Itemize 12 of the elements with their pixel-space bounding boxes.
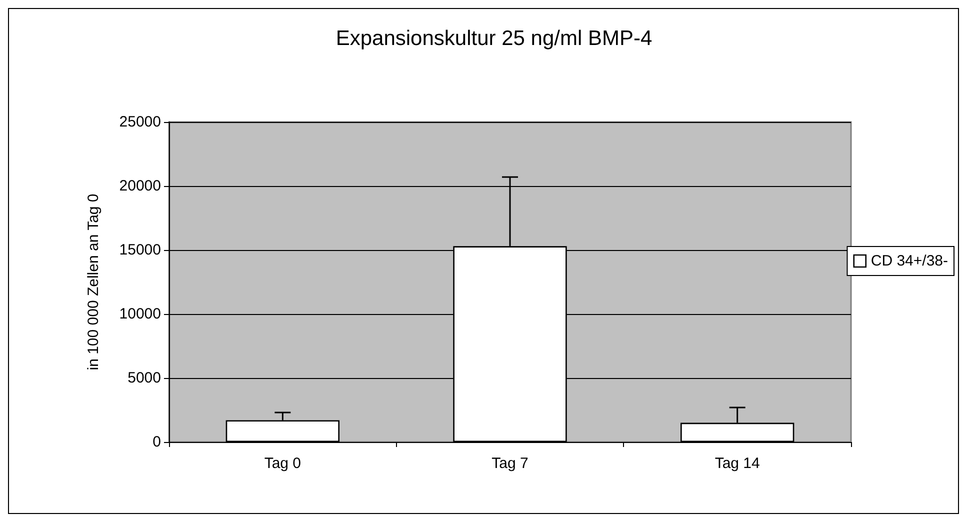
y-tick-label: 20000 [119,178,161,194]
x-tick-label: Tag 0 [264,455,302,472]
y-tick-label: 15000 [119,242,161,258]
y-tick-label: 5000 [128,370,161,386]
x-tick-label: Tag 14 [714,455,760,472]
legend-label: CD 34+/38- [870,252,948,270]
x-tick-label: Tag 7 [492,455,528,472]
y-axis-title: in 100 000 Zellen an Tag 0 [85,194,102,370]
y-tick-label: 10000 [119,306,161,322]
chart-title: Expansionskultur 25 ng/ml BMP-4 [336,27,652,50]
y-tick-label: 0 [152,434,161,450]
y-tick-label: 25000 [119,114,161,130]
